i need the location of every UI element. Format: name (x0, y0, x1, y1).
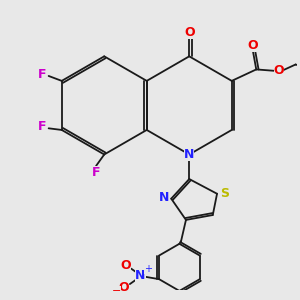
Text: S: S (220, 187, 229, 200)
Text: O: O (274, 64, 284, 77)
Text: N: N (184, 148, 194, 161)
Text: F: F (38, 120, 46, 133)
Text: O: O (248, 39, 258, 52)
Text: F: F (92, 166, 100, 179)
Text: O: O (119, 281, 129, 294)
Text: +: + (144, 264, 152, 274)
Text: O: O (184, 26, 194, 39)
Text: F: F (38, 68, 46, 81)
Text: O: O (120, 259, 130, 272)
Text: N: N (159, 190, 169, 203)
Text: N: N (135, 269, 146, 282)
Text: −: − (112, 286, 122, 296)
